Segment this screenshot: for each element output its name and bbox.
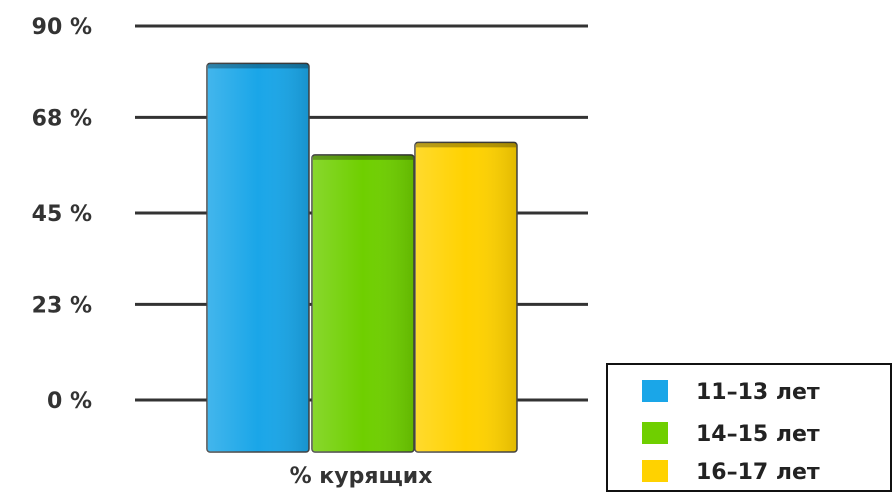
bar-top-edge xyxy=(208,63,308,69)
legend-swatch xyxy=(642,460,668,482)
y-tick-label: 45 % xyxy=(32,202,92,227)
y-tick-label: 23 % xyxy=(32,293,92,318)
y-axis-ticks: 90 % 68 % 45 % 23 % 0 % xyxy=(32,15,92,414)
bar-shading xyxy=(312,154,414,453)
category-label: % курящих xyxy=(290,464,433,489)
legend-swatch xyxy=(642,422,668,444)
y-tick-label: 0 % xyxy=(47,389,92,414)
x-axis: % курящих xyxy=(290,464,433,489)
legend: 11–13 лет 14–15 лет 16–17 лет xyxy=(606,363,892,492)
bar-shading xyxy=(415,142,517,452)
y-tick-label: 68 % xyxy=(32,106,92,131)
legend-label: 11–13 лет xyxy=(696,380,820,405)
bar-2 xyxy=(311,154,415,453)
bar-shading xyxy=(207,63,309,453)
legend-label: 14–15 лет xyxy=(696,422,820,447)
y-tick-label: 90 % xyxy=(32,15,92,40)
bar-1 xyxy=(206,62,310,453)
bars xyxy=(206,62,518,453)
bar-3 xyxy=(414,141,518,453)
legend-swatch xyxy=(642,380,668,402)
legend-label: 16–17 лет xyxy=(696,460,820,485)
bar-top-edge xyxy=(416,142,516,148)
bar-top-edge xyxy=(313,154,413,160)
